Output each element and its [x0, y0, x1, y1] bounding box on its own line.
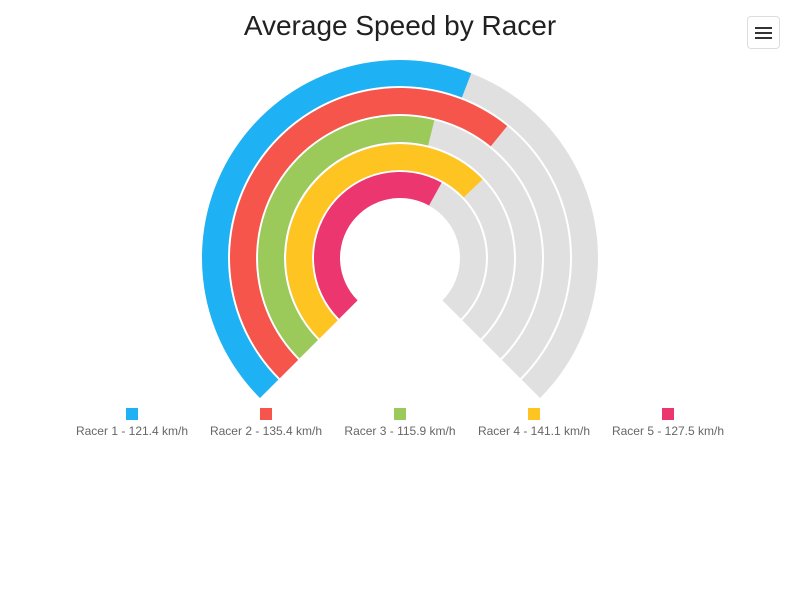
legend-label: Racer 2 - 135.4 km/h — [210, 424, 322, 438]
bars-layer — [201, 60, 508, 399]
legend-swatch — [394, 408, 406, 420]
legend-item-racer-5[interactable]: Racer 5 - 127.5 km/h — [612, 408, 724, 438]
legend-item-racer-1[interactable]: Racer 1 - 121.4 km/h — [76, 408, 188, 438]
hamburger-menu-icon — [755, 26, 772, 39]
legend-label: Racer 5 - 127.5 km/h — [612, 424, 724, 438]
bar-racer-5[interactable] — [314, 172, 442, 319]
chart-menu-button[interactable] — [747, 16, 780, 49]
legend-item-racer-3[interactable]: Racer 3 - 115.9 km/h — [344, 408, 456, 438]
legend-label: Racer 3 - 115.9 km/h — [344, 424, 455, 438]
bar-racer-3[interactable] — [258, 116, 435, 359]
legend-label: Racer 1 - 121.4 km/h — [76, 424, 188, 438]
legend-swatch — [126, 408, 138, 420]
legend-swatch — [528, 408, 540, 420]
bar-racer-2[interactable] — [230, 88, 508, 379]
legend-label: Racer 4 - 141.1 km/h — [478, 424, 590, 438]
bar-racer-4[interactable] — [286, 144, 483, 339]
legend-item-racer-4[interactable]: Racer 4 - 141.1 km/h — [478, 408, 590, 438]
legend-swatch — [260, 408, 272, 420]
bar-racer-1[interactable] — [201, 60, 472, 399]
chart-title: Average Speed by Racer — [243, 10, 557, 41]
legend-item-racer-2[interactable]: Racer 2 - 135.4 km/h — [210, 408, 322, 438]
legend-swatch — [662, 408, 674, 420]
legend: Racer 1 - 121.4 km/h Racer 2 - 135.4 km/h… — [76, 408, 724, 438]
